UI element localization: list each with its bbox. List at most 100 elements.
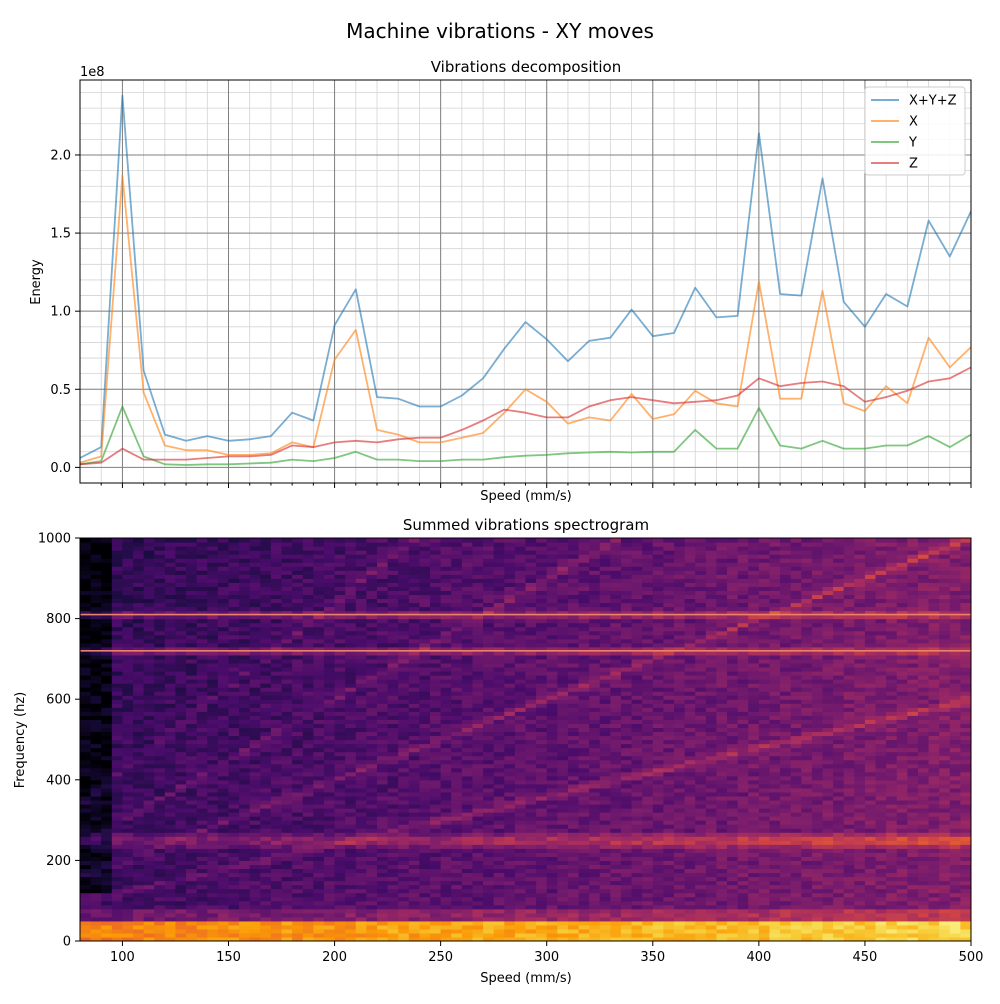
heatmap-cell: [451, 792, 462, 797]
heatmap-cell: [144, 772, 155, 777]
heatmap-cell: [250, 719, 261, 724]
heatmap-cell: [568, 627, 579, 632]
heatmap-cell: [229, 901, 240, 906]
heatmap-cell: [526, 602, 537, 607]
heatmap-cell: [229, 582, 240, 587]
heatmap-cell: [80, 570, 91, 575]
heatmap-cell: [579, 715, 590, 720]
heatmap-cell: [91, 566, 102, 571]
heatmap-cell: [547, 824, 558, 829]
heatmap-cell: [388, 687, 399, 692]
heatmap-cell: [144, 687, 155, 692]
heatmap-cell: [80, 675, 91, 680]
heatmap-cell: [271, 723, 282, 728]
heatmap-cell: [579, 848, 590, 853]
heatmap-cell: [377, 687, 388, 692]
heatmap-cell: [494, 925, 505, 930]
heatmap-cell: [557, 570, 568, 575]
heatmap-cell: [133, 784, 144, 789]
heatmap-cell: [175, 905, 186, 910]
heatmap-cell: [175, 925, 186, 930]
heatmap-cell: [547, 844, 558, 849]
heatmap-cell: [207, 723, 218, 728]
heatmap-cell: [472, 852, 483, 857]
heatmap-cell: [324, 570, 335, 575]
heatmap-cell: [388, 768, 399, 773]
heatmap-cell: [133, 856, 144, 861]
heatmap-cell: [101, 566, 112, 571]
heatmap-cell: [356, 772, 367, 777]
heatmap-cell: [504, 578, 515, 583]
heatmap-cell: [197, 917, 208, 922]
heatmap-cell: [589, 877, 600, 882]
heatmap-cell: [260, 570, 271, 575]
heatmap-cell: [218, 881, 229, 886]
heatmap-cell: [441, 933, 452, 938]
heatmap-cell: [175, 740, 186, 745]
heatmap-cell: [504, 586, 515, 591]
heatmap-cell: [144, 631, 155, 636]
heatmap-cell: [526, 893, 537, 898]
heatmap-cell: [154, 889, 165, 894]
heatmap-cell: [165, 752, 176, 757]
heatmap-cell: [398, 893, 409, 898]
heatmap-cell: [313, 683, 324, 688]
heatmap-cell: [260, 699, 271, 704]
heatmap-cell: [80, 764, 91, 769]
heatmap-cell: [229, 675, 240, 680]
heatmap-cell: [175, 933, 186, 938]
heatmap-cell: [419, 566, 430, 571]
heatmap-cell: [526, 864, 537, 869]
heatmap-cell: [398, 707, 409, 712]
heatmap-cell: [271, 792, 282, 797]
heatmap-cell: [91, 905, 102, 910]
heatmap-cell: [186, 808, 197, 813]
heatmap-cell: [122, 832, 133, 837]
heatmap-cell: [112, 752, 123, 757]
heatmap-cell: [494, 679, 505, 684]
heatmap-cell: [430, 619, 441, 624]
heatmap-cell: [388, 663, 399, 668]
heatmap-cell: [165, 659, 176, 664]
heatmap-cell: [430, 550, 441, 555]
heatmap-cell: [430, 667, 441, 672]
heatmap-cell: [165, 594, 176, 599]
heatmap-cell: [144, 623, 155, 628]
heatmap-cell: [483, 881, 494, 886]
heatmap-cell: [186, 554, 197, 559]
heatmap-cell: [568, 574, 579, 579]
heatmap-cell: [144, 558, 155, 563]
heatmap-cell: [133, 570, 144, 575]
heatmap-cell: [229, 562, 240, 567]
heatmap-cell: [579, 538, 590, 543]
heatmap-cell: [239, 566, 250, 571]
heatmap-cell: [388, 683, 399, 688]
heatmap-cell: [547, 832, 558, 837]
heatmap-cell: [483, 804, 494, 809]
heatmap-cell: [271, 872, 282, 877]
heatmap-cell: [186, 877, 197, 882]
heatmap-cell: [165, 897, 176, 902]
heatmap-cell: [568, 868, 579, 873]
heatmap-cell: [579, 933, 590, 938]
heatmap-cell: [239, 756, 250, 761]
heatmap-cell: [218, 627, 229, 632]
heatmap-cell: [547, 816, 558, 821]
heatmap-cell: [175, 619, 186, 624]
heatmap-cell: [451, 546, 462, 551]
heatmap-cell: [271, 699, 282, 704]
heatmap-cell: [324, 711, 335, 716]
heatmap-cell: [271, 748, 282, 753]
heatmap-cell: [335, 711, 346, 716]
heatmap-cell: [419, 788, 430, 793]
heatmap-cell: [101, 828, 112, 833]
heatmap-cell: [133, 748, 144, 753]
heatmap-cell: [250, 735, 261, 740]
heatmap-cell: [557, 836, 568, 841]
heatmap-cell: [377, 607, 388, 612]
heatmap-cell: [494, 893, 505, 898]
heatmap-cell: [345, 695, 356, 700]
heatmap-cell: [462, 913, 473, 918]
heatmap-cell: [282, 691, 293, 696]
heatmap-cell: [526, 623, 537, 628]
